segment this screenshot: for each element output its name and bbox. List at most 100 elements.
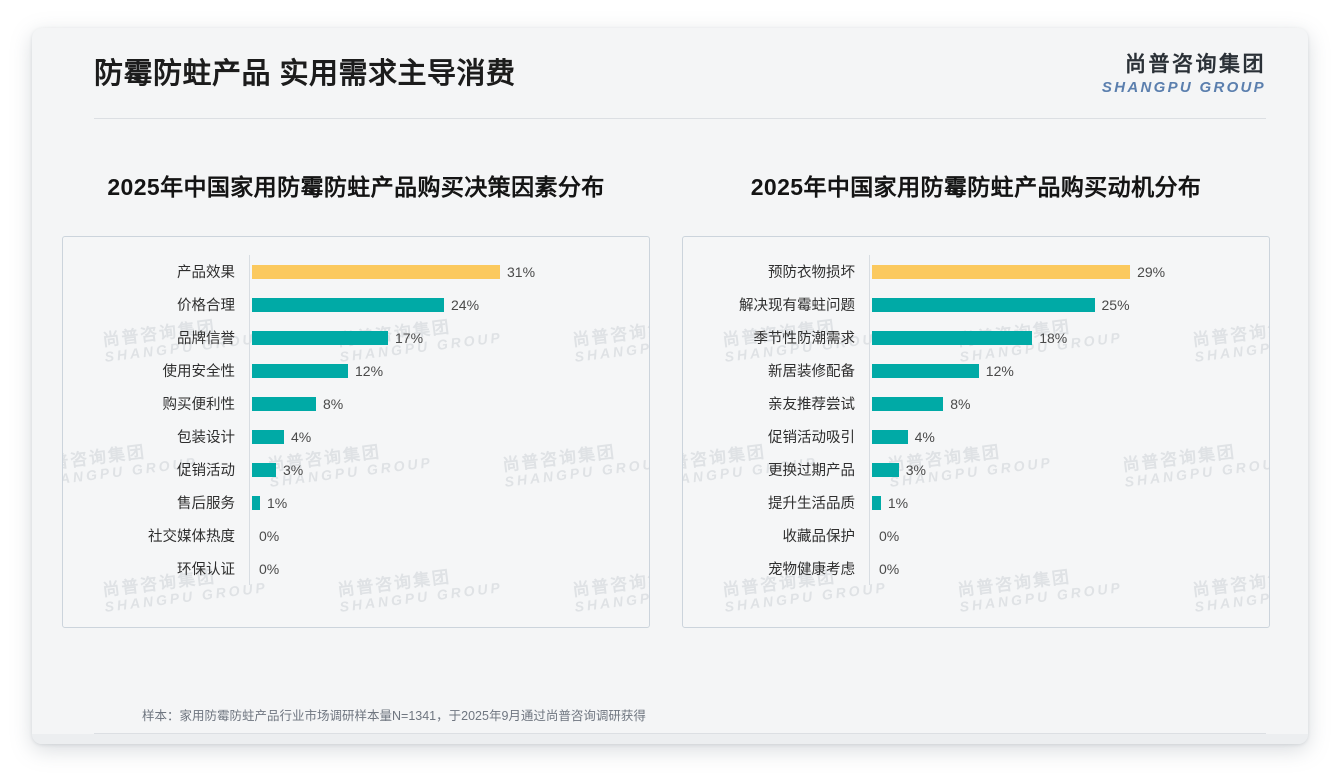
- slide-footer: ©2025.11 SHANGPU GROUP www.shangpu-china…: [32, 734, 1308, 744]
- bar-value-label: 12%: [355, 362, 384, 379]
- bar-track: 8%: [249, 387, 649, 420]
- bar-category-label: 宠物健康考虑: [768, 562, 855, 578]
- bar-row: 提升生活品质 1%: [683, 486, 1269, 519]
- bar-row: 包装设计 4%: [63, 420, 649, 453]
- bar-segment: [252, 495, 260, 510]
- bar-rows-right: 预防衣物损坏 29% 解决现有霉蛀问题 25% 季节性防潮需求 18% 新居装修配备 12% 亲…: [683, 237, 1269, 585]
- bar-category-label: 售后服务: [177, 496, 235, 512]
- chart-panel-purchase-motivation: 2025年中国家用防霉防蛀产品购买动机分布 尚普咨询集团 SHANGPU GROU…: [682, 128, 1270, 628]
- bar-segment: [872, 363, 979, 378]
- bar-track: 18%: [869, 321, 1269, 354]
- bar-track: 4%: [249, 420, 649, 453]
- bar-row: 使用安全性 12%: [63, 354, 649, 387]
- bar-value-label: 17%: [395, 329, 424, 346]
- bar-segment: [872, 297, 1095, 312]
- bar-segment: [872, 462, 899, 477]
- bar-row: 产品效果 31%: [63, 255, 649, 288]
- bar-row: 亲友推荐尝试 8%: [683, 387, 1269, 420]
- bar-category-label: 提升生活品质: [768, 496, 855, 512]
- bar-category-label: 收藏品保护: [782, 529, 856, 545]
- bar-category-label: 社交媒体热度: [148, 529, 235, 545]
- bar-value-label: 0%: [259, 560, 280, 577]
- bar-row: 价格合理 24%: [63, 288, 649, 321]
- footer-divider: [94, 733, 1266, 734]
- bar-value-label: 8%: [950, 395, 971, 412]
- chart-title-right: 2025年中国家用防霉防蛀产品购买动机分布: [750, 174, 1202, 200]
- source-footnote: 样本：家用防霉防蛀产品行业市场调研样本量N=1341，于2025年9月通过尚普咨…: [142, 709, 646, 723]
- bar-track: 1%: [249, 486, 649, 519]
- bar-track: 0%: [869, 519, 1269, 552]
- bar-segment: [252, 429, 284, 444]
- watermark-english: SHANGPU GROUP: [723, 578, 889, 615]
- bar-category-label: 环保认证: [177, 562, 235, 578]
- bar-row: 预防衣物损坏 29%: [683, 255, 1269, 288]
- bar-value-label: 0%: [879, 560, 900, 577]
- bar-row: 环保认证 0%: [63, 552, 649, 585]
- bar-category-label: 新居装修配备: [768, 364, 855, 380]
- bar-value-label: 0%: [879, 527, 900, 544]
- bar-row: 新居装修配备 12%: [683, 354, 1269, 387]
- bar-value-label: 1%: [887, 494, 909, 511]
- bar-category-label: 价格合理: [177, 298, 235, 314]
- bar-category-label: 亲友推荐尝试: [768, 397, 855, 413]
- chart-panel-decision-factors: 2025年中国家用防霉防蛀产品购买决策因素分布 尚普咨询集团 SHANGPU GR…: [62, 128, 650, 628]
- bar-track: 17%: [249, 321, 649, 354]
- bar-track: 4%: [869, 420, 1269, 453]
- bar-track: 3%: [869, 453, 1269, 486]
- page-title: 防霉防蛀产品 实用需求主导消费: [94, 58, 516, 90]
- brand-logo: 尚普咨询集团 SHANGPU GROUP: [1102, 54, 1266, 95]
- bar-category-label: 预防衣物损坏: [768, 265, 855, 281]
- bar-segment: [872, 495, 881, 510]
- bar-category-label: 产品效果: [177, 265, 235, 281]
- bar-track: 12%: [249, 354, 649, 387]
- bar-value-label: 25%: [1101, 296, 1130, 313]
- watermark-english: SHANGPU GROUP: [573, 579, 650, 615]
- bar-segment: [872, 396, 944, 411]
- bar-value-label: 12%: [985, 362, 1014, 379]
- bar-row: 售后服务 1%: [63, 486, 649, 519]
- bar-value-label: 18%: [1039, 329, 1068, 346]
- bar-row: 解决现有霉蛀问题 25%: [683, 288, 1269, 321]
- watermark-english: SHANGPU GROUP: [338, 578, 504, 615]
- bar-category-label: 解决现有霉蛀问题: [739, 298, 855, 314]
- bar-segment: [252, 462, 276, 477]
- bar-row: 社交媒体热度 0%: [63, 519, 649, 552]
- bar-row: 购买便利性 8%: [63, 387, 649, 420]
- bar-value-label: 0%: [259, 527, 280, 544]
- bar-segment: [872, 264, 1131, 279]
- bar-value-label: 4%: [914, 428, 935, 445]
- bar-rows-left: 产品效果 31% 价格合理 24% 品牌信誉 17% 使用安全性 12% 购买便利性 8% 包装设计…: [63, 237, 649, 585]
- bar-track: 0%: [249, 519, 649, 552]
- bar-row: 品牌信誉 17%: [63, 321, 649, 354]
- bar-segment: [252, 396, 316, 411]
- bar-value-label: 1%: [267, 494, 288, 511]
- slide-header: 防霉防蛀产品 实用需求主导消费 尚普咨询集团 SHANGPU GROUP: [32, 28, 1308, 120]
- slide-canvas: 防霉防蛀产品 实用需求主导消费 尚普咨询集团 SHANGPU GROUP 202…: [32, 28, 1308, 744]
- bar-segment: [252, 330, 388, 345]
- bar-row: 促销活动 3%: [63, 453, 649, 486]
- bar-row: 促销活动吸引 4%: [683, 420, 1269, 453]
- bar-track: 25%: [869, 288, 1269, 321]
- logo-english-text: SHANGPU GROUP: [1101, 79, 1266, 96]
- bar-value-label: 24%: [451, 296, 480, 313]
- bar-track: 0%: [249, 552, 649, 585]
- watermark-english: SHANGPU GROUP: [958, 578, 1124, 615]
- bar-row: 季节性防潮需求 18%: [683, 321, 1269, 354]
- bar-value-label: 31%: [507, 263, 536, 280]
- bar-category-label: 季节性防潮需求: [753, 331, 856, 347]
- chart-title-left: 2025年中国家用防霉防蛀产品购买决策因素分布: [107, 174, 605, 200]
- bar-track: 1%: [869, 486, 1269, 519]
- bar-category-label: 品牌信誉: [177, 331, 235, 347]
- bar-track: 24%: [249, 288, 649, 321]
- watermark-english: SHANGPU GROUP: [1193, 579, 1270, 615]
- bar-row: 收藏品保护 0%: [683, 519, 1269, 552]
- bar-segment: [252, 297, 444, 312]
- bar-category-label: 包装设计: [177, 430, 235, 446]
- logo-chinese-text: 尚普咨询集团: [1125, 53, 1266, 76]
- bar-track: 29%: [869, 255, 1269, 288]
- bar-value-label: 29%: [1137, 263, 1166, 280]
- bar-value-label: 3%: [283, 461, 304, 478]
- bar-track: 3%: [249, 453, 649, 486]
- bar-category-label: 使用安全性: [162, 364, 236, 380]
- chart-card-left: 尚普咨询集团 SHANGPU GROUP 尚普咨询集团 SHANGPU GROUP 尚普…: [62, 236, 650, 628]
